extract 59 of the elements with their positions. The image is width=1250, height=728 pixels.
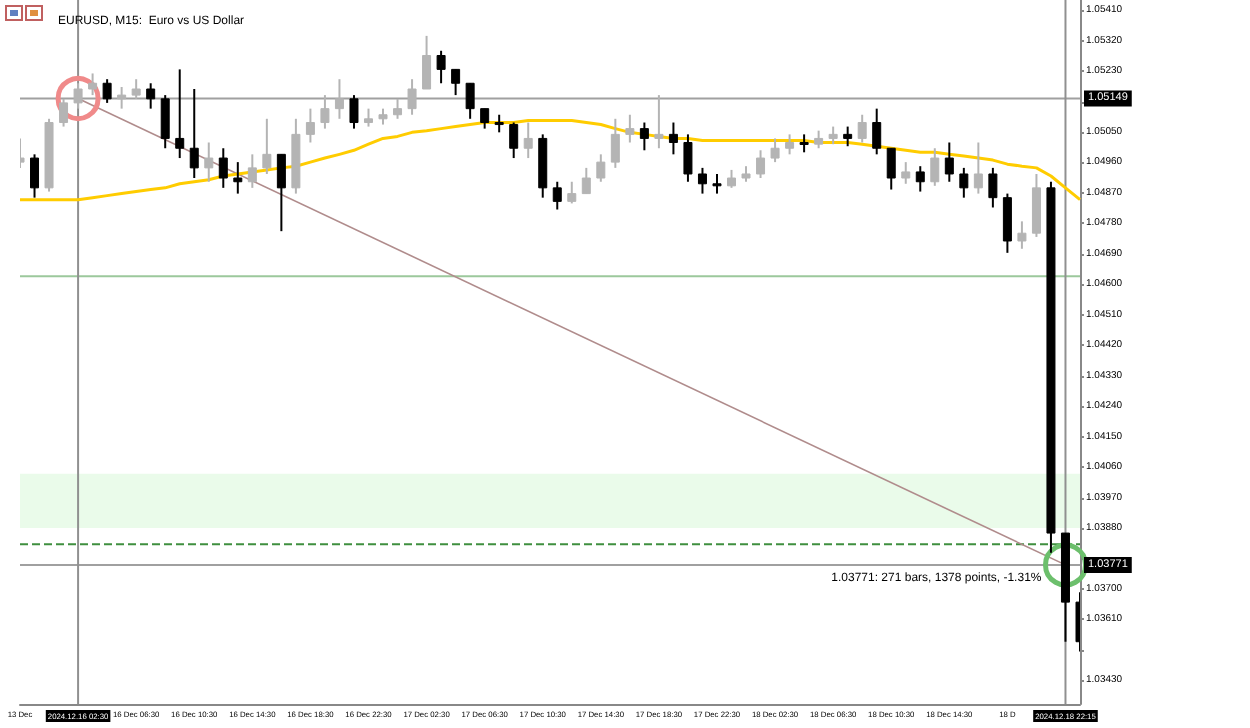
candlestick — [407, 78, 417, 116]
candlestick — [756, 149, 766, 180]
candlestick — [117, 85, 127, 110]
candlestick — [451, 68, 461, 97]
candlestick — [567, 180, 577, 205]
candlestick — [305, 107, 315, 144]
candlestick — [552, 180, 562, 211]
candlestick — [770, 137, 780, 164]
candlestick — [683, 133, 693, 183]
candlestick — [436, 49, 446, 85]
candlestick — [509, 121, 519, 160]
candlestick — [349, 94, 359, 130]
candlestick — [320, 94, 330, 130]
candlestick — [276, 153, 286, 233]
candlestick — [59, 97, 69, 128]
candlestick — [334, 78, 344, 120]
candlestick — [160, 94, 170, 150]
candlestick — [915, 165, 925, 193]
candlestick — [523, 121, 533, 160]
candlestick — [175, 68, 185, 160]
candlestick — [944, 141, 954, 183]
candlestick — [785, 133, 795, 156]
candlestick — [654, 94, 664, 150]
candlestick — [668, 121, 678, 156]
candlestick — [596, 153, 606, 183]
candlestick — [1017, 220, 1027, 250]
candlestick — [393, 97, 403, 120]
candlestick — [1031, 172, 1041, 238]
candlestick — [102, 78, 112, 104]
candlestick — [30, 153, 40, 199]
candlestick — [204, 141, 214, 183]
candlestick — [465, 82, 475, 120]
candlestick — [146, 82, 156, 110]
candlestick — [73, 82, 83, 110]
candlestick — [973, 141, 983, 195]
candlestick — [233, 161, 243, 195]
candlestick — [480, 107, 490, 130]
candlestick — [857, 113, 867, 144]
candlestick — [843, 125, 853, 148]
candlestick — [581, 166, 591, 195]
candlestick — [988, 166, 998, 209]
candlestick — [218, 147, 228, 189]
candlestick — [131, 78, 141, 100]
candlestick — [930, 147, 940, 187]
candlestick — [872, 107, 882, 156]
candlestick — [639, 121, 649, 152]
candlestick — [88, 72, 98, 97]
candlestick — [262, 117, 272, 175]
candlestick — [625, 113, 635, 144]
candlestick — [712, 172, 722, 195]
candlestick — [886, 147, 896, 191]
candlestick — [422, 34, 432, 91]
candlestick — [610, 117, 620, 169]
candlestick — [247, 153, 257, 189]
candlestick — [697, 166, 707, 195]
candlestick — [1002, 192, 1012, 254]
candlestick — [959, 166, 969, 199]
candlestick — [189, 88, 199, 180]
candlestick — [901, 161, 911, 185]
